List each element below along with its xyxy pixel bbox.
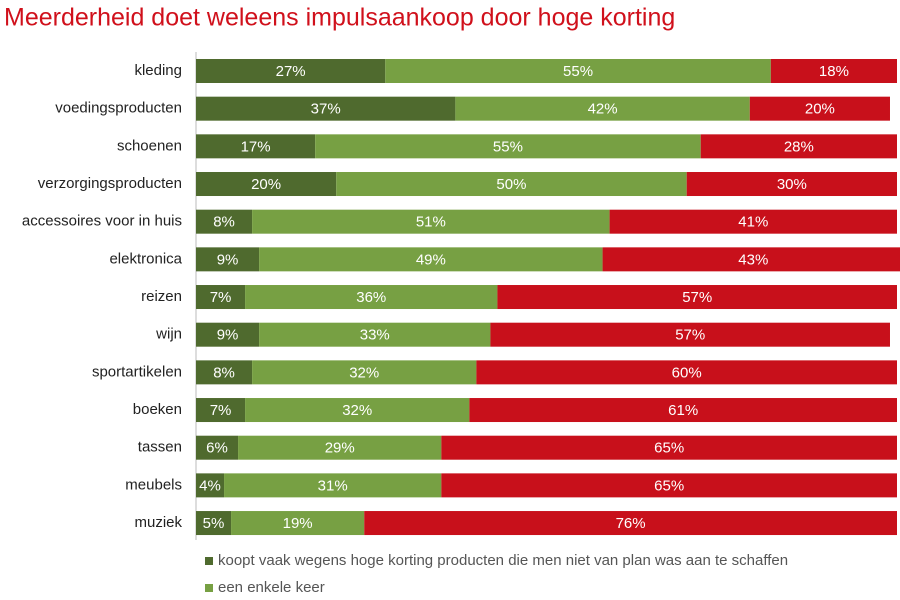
bar-segment: [196, 398, 246, 423]
y-tick-label: verzorgingsproducten: [38, 175, 182, 192]
bar-segment: [196, 209, 253, 234]
bar-segment: [602, 247, 900, 272]
bar-segment: [196, 285, 246, 310]
data-label: 51%: [416, 214, 446, 231]
y-tick-label: voedingsproducten: [55, 100, 182, 117]
bar-segment: [336, 172, 687, 197]
data-label: 32%: [349, 364, 379, 381]
bar-segment: [259, 247, 603, 272]
bar-segment: [490, 322, 890, 347]
data-label: 76%: [616, 515, 646, 532]
bar-segment: [196, 247, 260, 272]
y-tick-label: reizen: [141, 288, 182, 305]
bar-segment: [455, 96, 750, 121]
data-label: 37%: [311, 101, 341, 118]
data-label: 57%: [682, 289, 712, 306]
bar-segment: [315, 134, 701, 159]
bar-segment: [238, 435, 442, 460]
data-label: 31%: [318, 477, 348, 494]
legend-label: een enkele keer: [218, 579, 325, 596]
bar-segment: [259, 322, 491, 347]
data-label: 29%: [325, 440, 355, 457]
data-label: 19%: [283, 515, 313, 532]
data-label: 20%: [251, 176, 281, 193]
data-label: 17%: [241, 138, 271, 155]
bar-segment: [196, 473, 225, 498]
bar-segment: [196, 360, 253, 385]
bar-segment: [245, 285, 498, 310]
data-label: 60%: [672, 364, 702, 381]
data-label: 20%: [805, 101, 835, 118]
data-label: 57%: [675, 327, 705, 344]
bar-segment: [476, 360, 897, 385]
legend-swatch: [205, 584, 213, 592]
data-label: 61%: [668, 402, 698, 419]
data-label: 55%: [563, 63, 593, 80]
bar-segment: [196, 96, 456, 121]
data-label: 43%: [738, 251, 768, 268]
y-tick-label: meubels: [125, 476, 182, 493]
data-label: 65%: [654, 440, 684, 457]
legend-label: koopt vaak wegens hoge korting producten…: [218, 552, 788, 569]
bar-segment: [469, 398, 897, 423]
data-label: 36%: [356, 289, 386, 306]
y-tick-label: elektronica: [109, 250, 182, 267]
data-label: 65%: [654, 477, 684, 494]
data-label: 6%: [206, 440, 228, 457]
bar-segment: [245, 398, 470, 423]
y-tick-label: kleding: [134, 62, 182, 79]
y-tick-label: muziek: [134, 514, 182, 531]
data-label: 9%: [217, 327, 239, 344]
data-label: 30%: [777, 176, 807, 193]
bar-segment: [686, 172, 897, 197]
data-label: 8%: [213, 214, 235, 231]
data-label: 7%: [210, 289, 232, 306]
bar-segment: [497, 285, 897, 310]
bar-segment: [770, 59, 897, 83]
bar-segment: [749, 96, 890, 121]
y-tick-label: accessoires voor in huis: [22, 213, 182, 230]
y-tick-label: tassen: [138, 439, 182, 456]
data-label: 33%: [360, 327, 390, 344]
bar-segment: [196, 322, 260, 347]
bar-segment: [700, 134, 897, 159]
bar-segment: [196, 134, 316, 159]
bar-segment: [252, 209, 610, 234]
y-tick-label: schoenen: [117, 137, 182, 154]
data-label: 42%: [588, 101, 618, 118]
bar-segment: [364, 511, 897, 536]
data-label: 50%: [496, 176, 526, 193]
bar-segment: [609, 209, 897, 234]
bar-segment: [196, 435, 239, 460]
data-label: 8%: [213, 364, 235, 381]
data-label: 55%: [493, 138, 523, 155]
bar-segment: [196, 172, 337, 197]
bar-segment: [441, 473, 897, 498]
chart-title: Meerderheid doet weleens impulsaankoop d…: [4, 4, 675, 32]
data-label: 18%: [819, 63, 849, 80]
data-label: 27%: [276, 63, 306, 80]
data-label: 5%: [203, 515, 225, 532]
data-label: 41%: [738, 214, 768, 231]
y-tick-label: sportartikelen: [92, 363, 182, 380]
data-label: 9%: [217, 251, 239, 268]
bar-segment: [252, 360, 477, 385]
data-label: 28%: [784, 138, 814, 155]
bar-segment: [441, 435, 897, 460]
data-label: 7%: [210, 402, 232, 419]
legend-swatch: [205, 557, 213, 565]
bar-segment: [196, 59, 386, 83]
bar-segment: [385, 59, 771, 83]
y-tick-label: boeken: [133, 401, 182, 418]
bar-segment: [231, 511, 365, 536]
bar-segment: [196, 511, 232, 536]
y-tick-label: wijn: [155, 326, 182, 343]
data-label: 32%: [342, 402, 372, 419]
data-label: 49%: [416, 251, 446, 268]
data-label: 4%: [199, 477, 221, 494]
bar-segment: [224, 473, 442, 498]
